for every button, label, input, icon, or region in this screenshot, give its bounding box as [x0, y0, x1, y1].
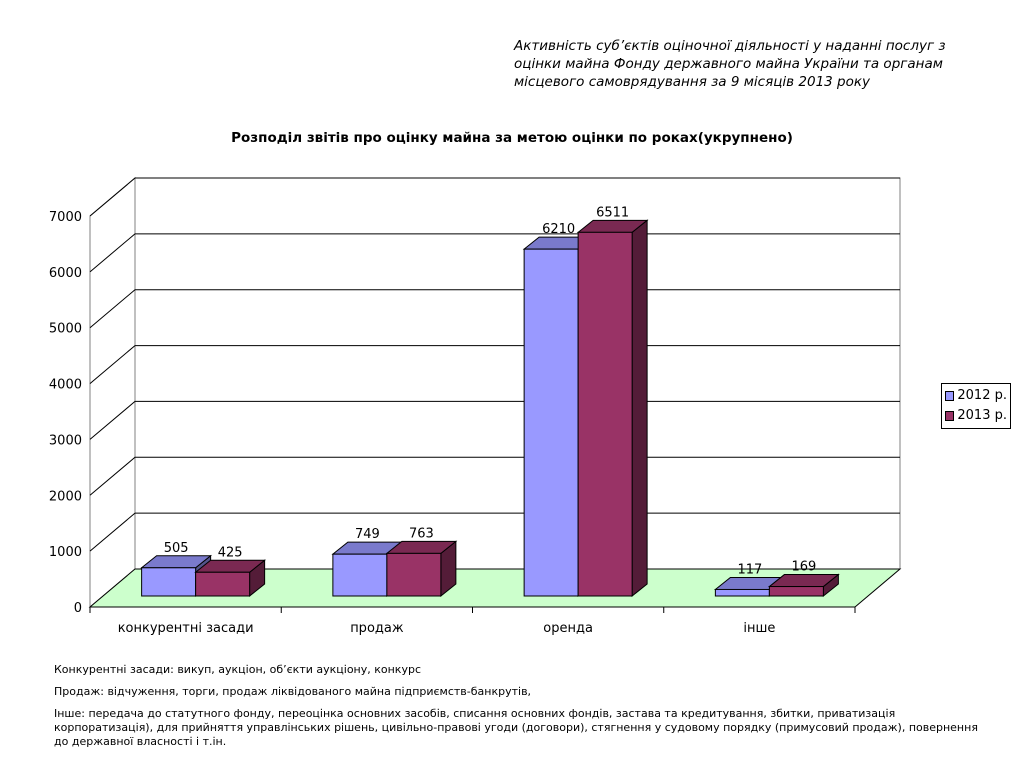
page-header: Активність суб’єктів оціночної діяльност…	[514, 37, 984, 91]
bar-side	[631, 219, 648, 598]
header-line-3: місцевого самоврядування за 9 місяців 20…	[514, 74, 871, 90]
bar	[386, 552, 442, 597]
legend-label-2012: 2012 р.	[957, 388, 1007, 403]
data-label: 749	[355, 527, 380, 542]
chart-area: 0 1000 2000 3000 4000 5000 6000 7000 конкурентні…	[49, 176, 902, 636]
legend-item-2013: 2013 р.	[945, 406, 1007, 426]
header-line-1: Активність суб’єктів оціночної діяльност…	[514, 38, 946, 54]
bar	[195, 571, 251, 597]
y-tick-label: 5000	[49, 322, 82, 337]
bar	[768, 586, 824, 597]
data-label: 169	[791, 560, 816, 575]
data-label: 6511	[596, 205, 629, 220]
side-wall	[89, 176, 136, 609]
y-tick-label: 7000	[49, 210, 82, 225]
bar	[141, 567, 197, 597]
y-tick-label: 3000	[49, 433, 82, 448]
chart-title: Розподіл звітів про оцінку майна за мето…	[231, 130, 793, 146]
gridline	[89, 177, 900, 217]
footnotes: Конкурентні засади: викуп, аукціон, об’є…	[54, 663, 984, 757]
data-label: 425	[218, 545, 243, 560]
y-tick-label: 2000	[49, 489, 82, 504]
x-tick-label: продаж	[350, 621, 404, 636]
chart-legend: 2012 р. 2013 р.	[941, 383, 1011, 429]
note-sale: Продаж: відчуження, торги, продаж ліквід…	[54, 685, 532, 698]
y-tick-label: 4000	[49, 378, 82, 393]
note-competitive: Конкурентні засади: викуп, аукціон, об’є…	[54, 663, 421, 676]
data-label: 763	[409, 526, 434, 541]
x-tick-label: конкурентні засади	[118, 621, 254, 636]
legend-swatch-2012	[945, 391, 955, 401]
legend-label-2013: 2013 р.	[957, 408, 1007, 423]
legend-swatch-2013	[945, 411, 955, 421]
y-tick-label: 0	[74, 601, 82, 616]
data-label: 6210	[542, 222, 575, 237]
legend-item-2012: 2012 р.	[945, 386, 1007, 406]
bar	[714, 588, 770, 597]
x-tick-label: інше	[743, 621, 775, 636]
x-tick-label: оренда	[543, 621, 593, 636]
data-label: 505	[164, 541, 189, 556]
bar	[523, 248, 579, 597]
header-line-2: оцінки майна Фонду державного майна Укра…	[514, 56, 943, 72]
y-tick-label: 6000	[49, 266, 82, 281]
bar	[577, 231, 633, 597]
bar	[332, 553, 388, 597]
note-other: Інше: передача до статутного фонду, пере…	[54, 707, 978, 748]
data-label: 117	[737, 562, 762, 577]
back-wall	[134, 177, 901, 570]
y-tick-label: 1000	[49, 545, 82, 560]
